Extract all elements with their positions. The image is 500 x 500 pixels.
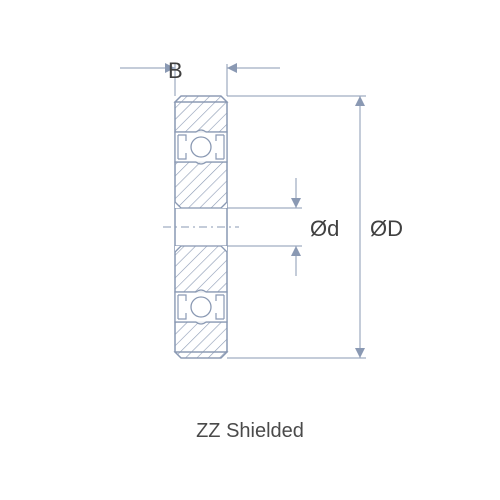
caption: ZZ Shielded [0, 420, 500, 443]
svg-text:Ød: Ød [310, 216, 339, 241]
svg-text:ØD: ØD [370, 216, 403, 241]
diagram-canvas: B Ød ØD ZZ Shielded [0, 0, 500, 500]
svg-text:B: B [168, 58, 183, 83]
